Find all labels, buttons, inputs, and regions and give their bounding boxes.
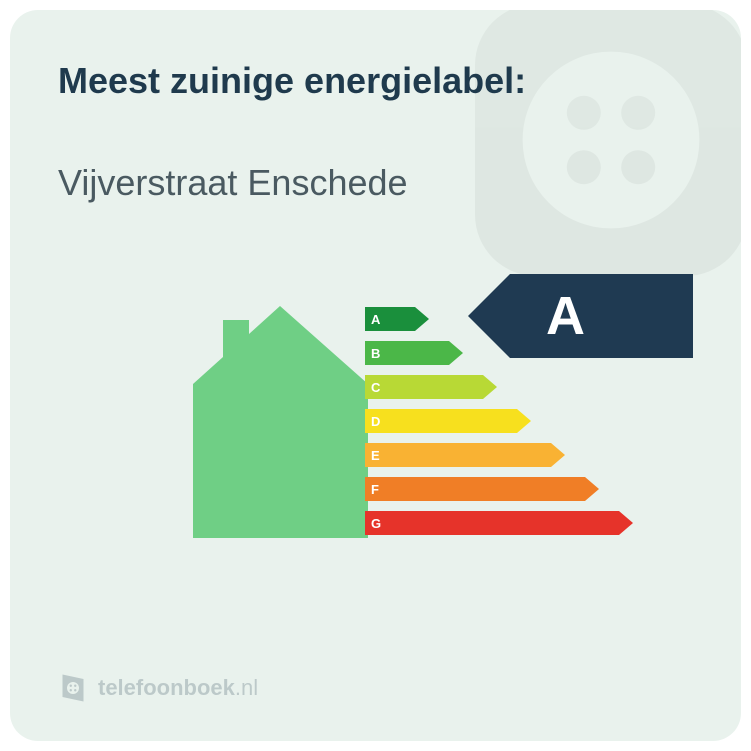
footer-text: telefoonboek.nl xyxy=(98,675,258,701)
card-subtitle: Vijverstraat Enschede xyxy=(58,162,693,204)
energy-bar-e: E xyxy=(365,440,633,470)
bar-label: A xyxy=(371,312,380,327)
bar-label: F xyxy=(371,482,379,497)
footer-brand-name: telefoonboek xyxy=(98,675,235,700)
bar-label: D xyxy=(371,414,380,429)
bar-label: C xyxy=(371,380,380,395)
bar-label: G xyxy=(371,516,381,531)
energy-bar-g: G xyxy=(365,508,633,538)
footer-brand-tld: .nl xyxy=(235,675,258,700)
footer-brand: telefoonboek.nl xyxy=(58,673,258,703)
energy-bar-c: C xyxy=(365,372,633,402)
energy-bar-d: D xyxy=(365,406,633,436)
phone-bg-icon xyxy=(441,10,741,310)
card-title: Meest zuinige energielabel: xyxy=(58,60,693,102)
phone-book-icon xyxy=(58,673,88,703)
house-icon xyxy=(193,306,368,538)
bar-label: E xyxy=(371,448,380,463)
bar-label: B xyxy=(371,346,380,361)
energy-bar-b: B xyxy=(365,338,633,368)
energy-bar-a: A xyxy=(365,304,633,334)
energy-bar-f: F xyxy=(365,474,633,504)
energy-bars: A B C D E F G xyxy=(365,304,633,542)
energy-label-card: Meest zuinige energielabel: Vijverstraat… xyxy=(10,10,741,741)
energy-label-graphic: A B C D E F G A xyxy=(58,284,693,564)
